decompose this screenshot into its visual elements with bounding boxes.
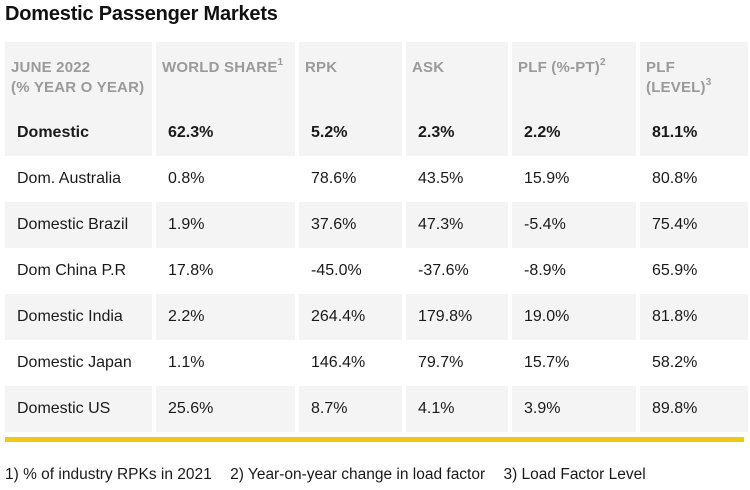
market-name: Domestic US (5, 386, 152, 432)
footnotes: 1) % of industry RPKs in 2021 2) Year-on… (5, 466, 660, 484)
world-share-cell: 25.6% (156, 386, 295, 432)
rpk-cell: 5.2% (299, 110, 402, 156)
world-share-cell: 1.1% (156, 340, 295, 386)
footnote-marker: 1 (277, 57, 284, 68)
plf-level-cell: 89.8% (640, 386, 748, 432)
footnote-marker: 3 (705, 77, 712, 88)
market-name: Domestic Brazil (5, 202, 152, 248)
plf-pt-cell: -8.9% (512, 248, 636, 294)
market-name: Domestic Japan (5, 340, 152, 386)
column-header-plf-pt: PLF (%-PT)2 (512, 42, 636, 110)
column-header-ask: ASK (406, 42, 508, 110)
world-share-cell: 2.2% (156, 294, 295, 340)
plf-pt-cell: 19.0% (512, 294, 636, 340)
plf-pt-cell: 2.2% (512, 110, 636, 156)
world-share-cell: 0.8% (156, 156, 295, 202)
ask-cell: -37.6% (406, 248, 508, 294)
ask-cell: 4.1% (406, 386, 508, 432)
rpk-cell: 8.7% (299, 386, 402, 432)
column-header-period: JUNE 2022 (% YEAR O YEAR) (5, 42, 152, 110)
rpk-cell: -45.0% (299, 248, 402, 294)
ask-cell: 43.5% (406, 156, 508, 202)
column-header-ask-label: ASK (412, 59, 445, 76)
column-header-plf-level: PLF (LEVEL)3 (640, 42, 748, 110)
plf-pt-cell: 3.9% (512, 386, 636, 432)
market-name: Domestic India (5, 294, 152, 340)
column-header-world-share: WORLD SHARE1 (156, 42, 295, 110)
column-header-plf-pt-label: PLF (%-PT) (518, 59, 600, 76)
plf-level-cell: 81.8% (640, 294, 748, 340)
table-row: Domestic Japan 1.1% 146.4% 79.7% 15.7% 5… (5, 340, 748, 386)
table-body: Domestic 62.3% 5.2% 2.3% 2.2% 81.1% Dom.… (5, 110, 748, 432)
plf-level-cell: 80.8% (640, 156, 748, 202)
column-header-period-line1: JUNE 2022 (11, 59, 91, 76)
market-name: Domestic (5, 110, 152, 156)
column-header-world-share-label: WORLD SHARE (162, 59, 278, 76)
table-row: Domestic US 25.6% 8.7% 4.1% 3.9% 89.8% (5, 386, 748, 432)
column-header-plf-level-label: PLF (LEVEL) (646, 59, 706, 96)
footnote-2: 2) Year-on-year change in load factor (230, 466, 486, 483)
world-share-cell: 17.8% (156, 248, 295, 294)
accent-divider (5, 437, 744, 442)
plf-level-cell: 58.2% (640, 340, 748, 386)
ask-cell: 2.3% (406, 110, 508, 156)
column-header-period-line2: (% YEAR O YEAR) (11, 79, 145, 96)
column-header-rpk: RPK (299, 42, 402, 110)
markets-table: JUNE 2022 (% YEAR O YEAR) WORLD SHARE1 R… (1, 42, 750, 432)
table-row: Dom. Australia 0.8% 78.6% 43.5% 15.9% 80… (5, 156, 748, 202)
plf-pt-cell: 15.7% (512, 340, 636, 386)
rpk-cell: 146.4% (299, 340, 402, 386)
table-row: Domestic 62.3% 5.2% 2.3% 2.2% 81.1% (5, 110, 748, 156)
ask-cell: 179.8% (406, 294, 508, 340)
market-name: Dom. Australia (5, 156, 152, 202)
plf-level-cell: 75.4% (640, 202, 748, 248)
plf-level-cell: 65.9% (640, 248, 748, 294)
table-row: Dom China P.R 17.8% -45.0% -37.6% -8.9% … (5, 248, 748, 294)
world-share-cell: 1.9% (156, 202, 295, 248)
rpk-cell: 78.6% (299, 156, 402, 202)
table-row: Domestic India 2.2% 264.4% 179.8% 19.0% … (5, 294, 748, 340)
footnote-3: 3) Load Factor Level (503, 466, 646, 483)
market-name: Dom China P.R (5, 248, 152, 294)
world-share-cell: 62.3% (156, 110, 295, 156)
table-header: JUNE 2022 (% YEAR O YEAR) WORLD SHARE1 R… (5, 42, 748, 110)
footnote-1: 1) % of industry RPKs in 2021 (5, 466, 212, 483)
plf-level-cell: 81.1% (640, 110, 748, 156)
page-title: Domestic Passenger Markets (5, 3, 278, 25)
rpk-cell: 37.6% (299, 202, 402, 248)
ask-cell: 79.7% (406, 340, 508, 386)
rpk-cell: 264.4% (299, 294, 402, 340)
ask-cell: 47.3% (406, 202, 508, 248)
plf-pt-cell: -5.4% (512, 202, 636, 248)
table-row: Domestic Brazil 1.9% 37.6% 47.3% -5.4% 7… (5, 202, 748, 248)
footnote-marker: 2 (600, 57, 606, 68)
column-header-rpk-label: RPK (305, 59, 338, 76)
plf-pt-cell: 15.9% (512, 156, 636, 202)
